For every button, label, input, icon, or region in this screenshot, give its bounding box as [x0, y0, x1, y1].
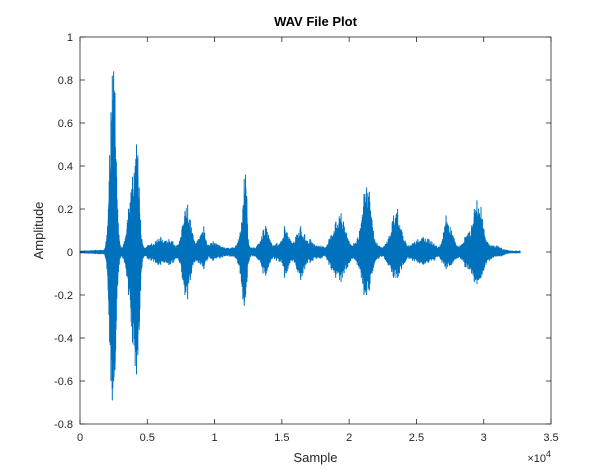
y-tick-label: -0.6: [54, 376, 73, 388]
y-axis-label: Amplitude: [31, 202, 46, 260]
x-tick-label: 0: [77, 432, 83, 444]
y-tick-label: 0: [67, 247, 73, 259]
y-tick-label: -0.8: [54, 419, 73, 431]
x-axis-exponent: ×104: [527, 449, 551, 465]
x-axis-label: Sample: [293, 450, 337, 465]
x-tick-label: 2.5: [409, 432, 424, 444]
x-axis-exponent-power: 4: [546, 449, 551, 459]
x-tick-label: 0.5: [140, 432, 155, 444]
x-tick-label: 3.5: [543, 432, 558, 444]
y-tick-label: -0.4: [54, 333, 73, 345]
y-axis-ticks: -0.8 -0.6 -0.4 -0.2 0 0.2 0.4 0.6 0.8 1: [54, 32, 551, 431]
chart-title: WAV File Plot: [274, 14, 357, 29]
y-tick-label: -0.2: [54, 290, 73, 302]
y-tick-label: 0.4: [58, 161, 73, 173]
x-axis-exponent-base: ×10: [527, 453, 546, 465]
axes-box: [79, 36, 552, 425]
y-tick-label: 0.6: [58, 118, 73, 130]
y-tick-label: 0.2: [58, 204, 73, 216]
series-layer: [79, 71, 521, 401]
x-tick-label: 1.5: [274, 432, 289, 444]
x-tick-label: 1: [212, 432, 218, 444]
y-tick-label: 1: [67, 32, 73, 44]
x-tick-label: 3: [481, 432, 487, 444]
x-tick-label: 2: [346, 432, 352, 444]
axes-frame: [79, 36, 552, 425]
x-axis-ticks: 0 0.5 1 1.5 2 2.5 3 3.5: [77, 37, 559, 444]
y-tick-label: 0.8: [58, 75, 73, 87]
series-envelope-0: [80, 125, 521, 356]
